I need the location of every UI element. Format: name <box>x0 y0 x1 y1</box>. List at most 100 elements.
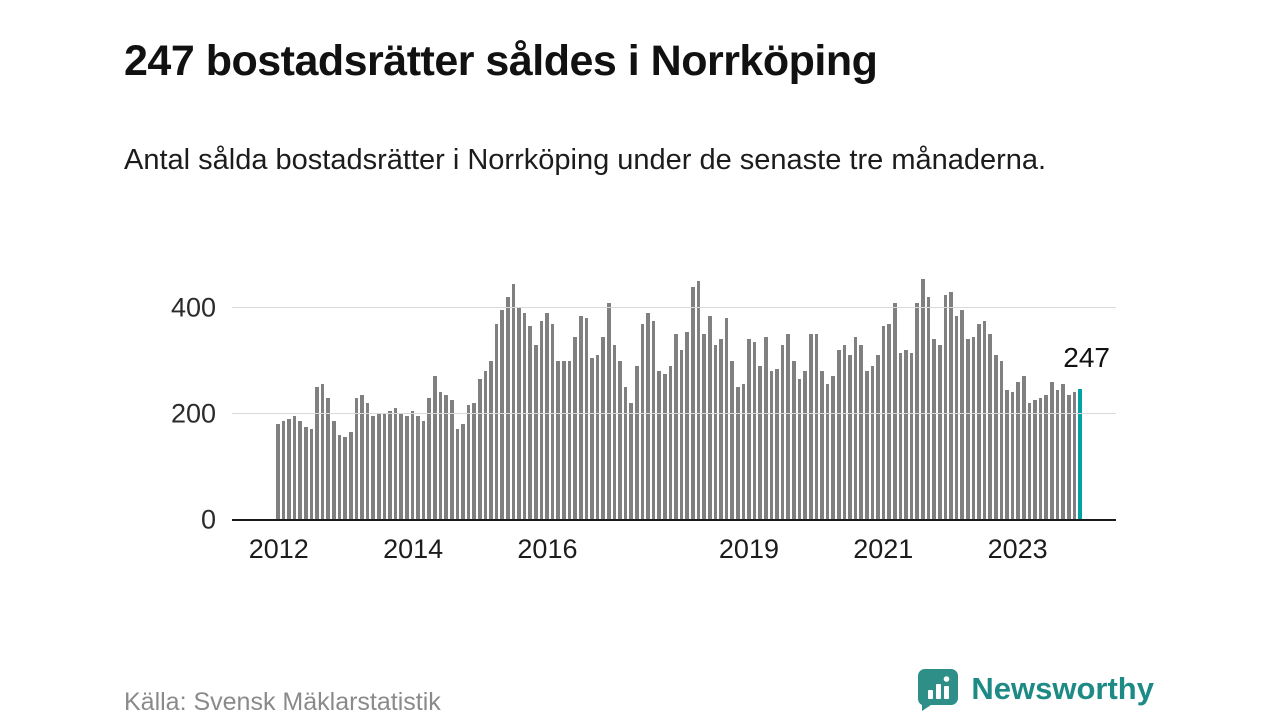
bar <box>494 323 499 519</box>
bar <box>702 334 706 519</box>
bar <box>954 315 959 519</box>
bar <box>315 387 319 519</box>
x-axis-line <box>232 519 1116 521</box>
bar <box>707 315 712 519</box>
bar <box>898 352 903 519</box>
bar <box>584 318 589 519</box>
bar <box>1072 392 1077 519</box>
bar <box>915 302 920 519</box>
bar <box>657 371 662 519</box>
x-axis-tick-label: 2016 <box>517 534 578 564</box>
bar <box>1010 392 1015 519</box>
bar <box>864 371 869 519</box>
bar <box>685 331 690 519</box>
bar <box>522 313 527 519</box>
bar <box>949 291 953 519</box>
bar <box>635 365 639 519</box>
bar <box>388 410 392 519</box>
bar <box>735 387 740 519</box>
bar <box>646 313 650 519</box>
bar <box>343 437 347 519</box>
bar <box>820 371 824 519</box>
bar <box>1033 400 1037 519</box>
x-axis-tick-label: 2014 <box>383 534 444 564</box>
source-text: Källa: Svensk Mäklarstatistik <box>124 688 441 716</box>
bar <box>573 336 577 519</box>
bar <box>444 394 448 519</box>
bars <box>276 255 1082 519</box>
bar <box>281 421 286 519</box>
bar <box>477 379 482 519</box>
bar <box>455 429 460 519</box>
bar <box>483 371 488 519</box>
bar <box>651 321 656 519</box>
bar <box>545 313 549 519</box>
bar <box>539 321 544 519</box>
bar <box>881 326 886 519</box>
bar <box>965 339 970 519</box>
bar <box>1061 384 1065 519</box>
bar <box>606 302 611 519</box>
bar <box>691 286 695 519</box>
bar <box>1027 402 1032 519</box>
bar <box>405 416 409 519</box>
bar <box>988 334 992 519</box>
bar <box>876 355 880 519</box>
bar <box>320 384 325 519</box>
bar <box>489 360 493 519</box>
bar <box>276 423 280 519</box>
bar <box>461 423 465 519</box>
bar <box>365 402 370 519</box>
bar <box>292 416 297 519</box>
bar <box>663 373 667 519</box>
bar <box>887 323 892 519</box>
bar <box>679 350 684 519</box>
bar <box>842 344 847 519</box>
bar <box>427 397 432 519</box>
bar <box>332 421 336 519</box>
bar <box>393 408 398 519</box>
bar <box>769 371 774 519</box>
bar <box>853 336 858 519</box>
highlighted-bar <box>1078 388 1082 519</box>
bar <box>1055 389 1060 519</box>
y-axis-tick-label: 200 <box>170 398 216 429</box>
bar <box>1050 381 1054 519</box>
bar <box>556 360 561 519</box>
bar <box>825 384 830 519</box>
bar <box>360 394 364 519</box>
bar <box>438 392 443 519</box>
bar <box>977 323 981 519</box>
bar <box>752 342 757 519</box>
bar <box>337 434 342 519</box>
bar <box>921 278 925 519</box>
y-axis-tick-label: 400 <box>170 292 216 323</box>
brand-name: Newsworthy <box>971 671 1154 706</box>
bar <box>601 336 605 519</box>
bar <box>909 352 914 519</box>
bar <box>1022 376 1026 519</box>
bar <box>780 344 785 519</box>
x-axis-tick-label: 2019 <box>718 534 779 564</box>
bar <box>859 344 863 519</box>
bar <box>758 365 763 519</box>
bar <box>1005 389 1009 519</box>
bar <box>562 360 566 519</box>
bar <box>674 334 678 519</box>
bar <box>994 355 998 519</box>
x-axis-tick-label: 2023 <box>987 534 1048 564</box>
bar <box>960 310 964 519</box>
bar <box>747 339 751 519</box>
bar <box>1066 394 1071 519</box>
bar <box>433 376 437 519</box>
bar <box>904 350 908 519</box>
bar <box>500 310 504 519</box>
bar <box>764 336 768 519</box>
bar <box>1016 381 1021 519</box>
gridline <box>232 413 1116 414</box>
bar <box>304 426 308 519</box>
bar <box>836 350 841 519</box>
bar <box>421 421 426 519</box>
bar <box>534 344 538 519</box>
